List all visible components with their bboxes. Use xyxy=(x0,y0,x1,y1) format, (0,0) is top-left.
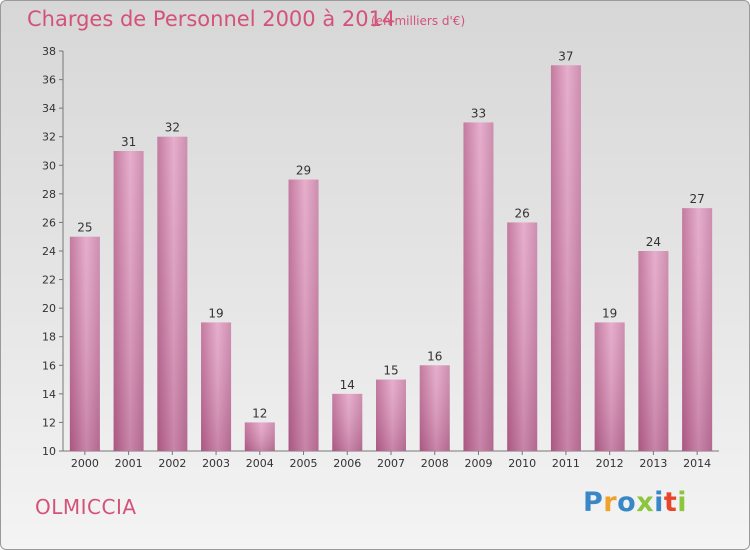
bar-value-label: 29 xyxy=(296,164,311,178)
x-tick-label: 2006 xyxy=(333,457,361,470)
y-tick-label: 34 xyxy=(42,102,56,115)
x-tick-label: 2002 xyxy=(158,457,186,470)
bar-shade xyxy=(419,365,450,451)
logo-letter: x xyxy=(636,487,655,518)
logo-letter: t xyxy=(663,487,678,518)
bar-value-label: 25 xyxy=(77,221,92,235)
y-tick-label: 16 xyxy=(42,359,56,372)
y-tick-label: 32 xyxy=(42,131,56,144)
bar-shade xyxy=(594,322,625,451)
proxiti-logo: Proxiti xyxy=(583,487,687,518)
y-tick-label: 26 xyxy=(42,216,56,229)
bar-shade xyxy=(332,393,363,451)
chart-unit: (en milliers d'€) xyxy=(371,14,466,28)
logo-letter: o xyxy=(617,487,637,518)
bar-value-label: 33 xyxy=(471,106,486,120)
bar-shade xyxy=(113,151,144,451)
bar-shade xyxy=(550,65,581,452)
x-tick-label: 2001 xyxy=(115,457,143,470)
bar-shade xyxy=(244,422,275,451)
y-tick-label: 10 xyxy=(42,445,56,458)
y-tick-label: 28 xyxy=(42,188,56,201)
axes: 10 12 14 16 18 20 22 24 26 28 30 32 34 36 38 2000 2001 20… xyxy=(42,45,719,470)
commune-name: OLMICCIA xyxy=(35,495,137,519)
y-tick-label: 24 xyxy=(42,245,56,258)
bar-shade xyxy=(288,179,319,452)
bar-shade xyxy=(682,208,713,451)
bar-shade xyxy=(201,322,232,451)
y-tick-label: 20 xyxy=(42,302,56,315)
bar-shade xyxy=(157,136,188,451)
y-tick-label: 14 xyxy=(42,388,56,401)
bar-shade xyxy=(507,222,538,451)
x-tick-label: 2012 xyxy=(596,457,624,470)
x-tick-label: 2003 xyxy=(202,457,230,470)
bar-shade xyxy=(376,379,406,451)
y-tick-label: 22 xyxy=(42,274,56,287)
x-tick-label: 2004 xyxy=(246,457,274,470)
logo-letter: i xyxy=(654,487,664,518)
bar-value-label: 27 xyxy=(689,192,704,206)
bar-value-label: 14 xyxy=(340,378,355,392)
bar-shade xyxy=(69,236,100,451)
bar-value-label: 31 xyxy=(121,135,136,149)
bar-value-label: 24 xyxy=(646,235,661,249)
chart-title: Charges de Personnel 2000 à 2014 xyxy=(27,7,396,31)
y-tick-label: 36 xyxy=(42,74,56,87)
bar-value-label: 15 xyxy=(383,364,398,378)
x-tick-label: 2009 xyxy=(464,457,492,470)
bars: 25 31 32 19 12 29 14 15 16 33 26 37 19 24 27 xyxy=(69,49,713,452)
y-tick-label: 12 xyxy=(42,416,56,429)
x-tick-label: 2010 xyxy=(508,457,536,470)
bar-value-label: 19 xyxy=(208,306,223,320)
x-tick-label: 2005 xyxy=(290,457,318,470)
x-tick-label: 2007 xyxy=(377,457,405,470)
bar-value-label: 12 xyxy=(252,406,267,420)
bar-shade xyxy=(463,122,494,451)
x-tick-label: 2014 xyxy=(683,457,711,470)
logo-letter: i xyxy=(677,487,688,518)
bar-shade xyxy=(638,251,669,451)
y-tick-label: 38 xyxy=(42,45,56,58)
y-tick-label: 18 xyxy=(42,331,56,344)
bar-value-label: 32 xyxy=(165,121,180,135)
x-tick-label: 2000 xyxy=(71,457,99,470)
x-tick-label: 2011 xyxy=(552,457,580,470)
logo-letter: r xyxy=(603,487,618,518)
bar-value-label: 37 xyxy=(558,49,573,63)
x-tick-label: 2013 xyxy=(639,457,667,470)
y-tick-label: 30 xyxy=(42,159,56,172)
x-tick-label: 2008 xyxy=(421,457,449,470)
bar-value-label: 16 xyxy=(427,349,442,363)
logo-letter: P xyxy=(583,487,604,518)
bar-value-label: 26 xyxy=(515,206,530,220)
bar-value-label: 19 xyxy=(602,306,617,320)
